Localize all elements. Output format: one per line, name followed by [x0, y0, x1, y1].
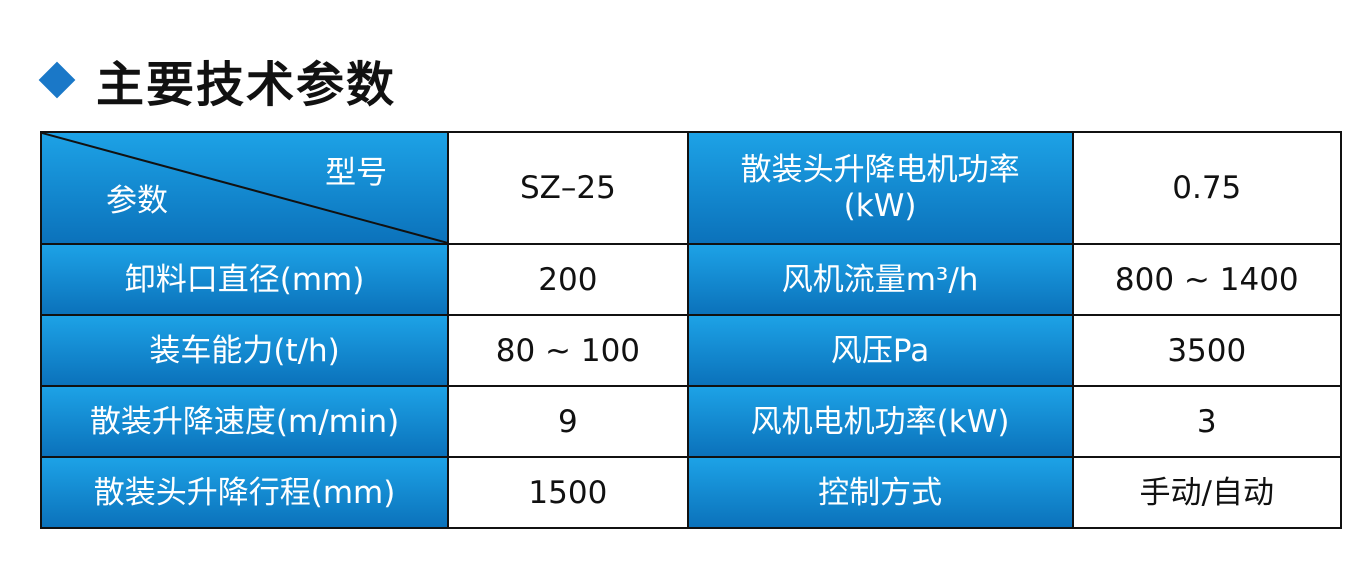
param-value: 9	[447, 385, 689, 458]
param-label: 装车能力(t/h)	[39, 314, 450, 387]
title-text: 主要技术参数	[96, 57, 397, 113]
param-label: 卸料口直径(mm)	[39, 243, 450, 316]
table-row: 卸料口直径(mm) 200 风机流量m³/h 800 ~ 1400	[39, 243, 1343, 316]
param-value: 0.75	[1071, 131, 1343, 245]
corner-bottom-label: 参数	[106, 183, 168, 219]
model-value: SZ–25	[447, 131, 689, 245]
diagonal-line	[42, 133, 448, 243]
param-label: 风机流量m³/h	[686, 243, 1074, 316]
table-row: 装车能力(t/h) 80 ~ 100 风压Pa 3500	[39, 314, 1343, 387]
param-label: 散装升降速度(m/min)	[39, 385, 450, 458]
table-row: 散装升降速度(m/min) 9 风机电机功率(kW) 3	[39, 385, 1343, 458]
corner-cell: 型号 参数	[39, 131, 450, 245]
table-row: 型号 参数 SZ–25 散装头升降电机功率 (kW) 0.75	[39, 131, 1343, 245]
param-label: 散装头升降行程(mm)	[39, 456, 450, 529]
param-value: 3500	[1071, 314, 1343, 387]
param-label: 风压Pa	[686, 314, 1074, 387]
table-row: 散装头升降行程(mm) 1500 控制方式 手动/自动	[39, 456, 1343, 529]
param-label: 散装头升降电机功率 (kW)	[686, 131, 1074, 245]
param-value: 200	[447, 243, 689, 316]
param-value: 手动/自动	[1071, 456, 1343, 529]
param-value: 1500	[447, 456, 689, 529]
param-label-text: 散装头升降电机功率 (kW)	[740, 152, 1020, 224]
param-value: 3	[1071, 385, 1343, 458]
spec-table: 型号 参数 SZ–25 散装头升降电机功率 (kW) 0.75 卸料口直径(mm…	[39, 131, 1343, 529]
param-label: 控制方式	[686, 456, 1074, 529]
diamond-icon	[38, 61, 76, 99]
param-value: 80 ~ 100	[447, 314, 689, 387]
param-value: 800 ~ 1400	[1071, 243, 1343, 316]
param-label: 风机电机功率(kW)	[686, 385, 1074, 458]
corner-top-label: 型号	[325, 155, 388, 191]
section-title: 主要技术参数	[36, 50, 396, 113]
